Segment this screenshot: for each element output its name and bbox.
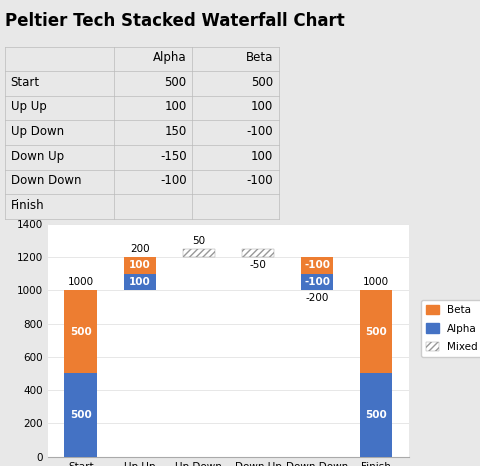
- Text: 150: 150: [164, 125, 186, 138]
- Bar: [359, 373, 392, 457]
- Text: 50: 50: [192, 236, 205, 246]
- Text: Down Down: Down Down: [11, 174, 81, 187]
- Bar: [359, 290, 392, 373]
- Bar: [123, 274, 156, 290]
- Text: Down Up: Down Up: [11, 150, 63, 163]
- Text: -100: -100: [303, 277, 329, 287]
- Text: -100: -100: [160, 174, 186, 187]
- Bar: [182, 249, 215, 257]
- Bar: [300, 257, 333, 274]
- Text: 500: 500: [365, 327, 386, 337]
- Text: 500: 500: [70, 410, 91, 420]
- Text: 1000: 1000: [68, 277, 94, 287]
- Text: 100: 100: [251, 150, 273, 163]
- Text: -100: -100: [246, 174, 273, 187]
- Text: 500: 500: [164, 76, 186, 89]
- Text: Start: Start: [11, 76, 40, 89]
- Text: Alpha: Alpha: [153, 51, 186, 64]
- Text: -100: -100: [303, 260, 329, 270]
- Text: Peltier Tech Stacked Waterfall Chart: Peltier Tech Stacked Waterfall Chart: [5, 12, 344, 30]
- Text: Up Up: Up Up: [11, 101, 46, 113]
- Text: 500: 500: [70, 327, 91, 337]
- Text: -200: -200: [305, 293, 328, 303]
- Text: 100: 100: [164, 101, 186, 113]
- Legend: Beta, Alpha, Mixed: Beta, Alpha, Mixed: [420, 300, 480, 357]
- Text: Finish: Finish: [11, 199, 44, 212]
- Text: 100: 100: [129, 260, 150, 270]
- Text: 500: 500: [365, 410, 386, 420]
- Bar: [241, 249, 274, 257]
- Bar: [300, 274, 333, 290]
- Bar: [64, 290, 97, 373]
- Text: -50: -50: [249, 260, 266, 270]
- Text: Beta: Beta: [245, 51, 273, 64]
- Text: 100: 100: [129, 277, 150, 287]
- Text: 1000: 1000: [362, 277, 388, 287]
- Text: -150: -150: [160, 150, 186, 163]
- Text: 500: 500: [251, 76, 273, 89]
- Bar: [64, 373, 97, 457]
- Text: -100: -100: [246, 125, 273, 138]
- Text: Up Down: Up Down: [11, 125, 63, 138]
- Text: 200: 200: [130, 244, 149, 254]
- Text: 100: 100: [251, 101, 273, 113]
- Bar: [123, 257, 156, 274]
